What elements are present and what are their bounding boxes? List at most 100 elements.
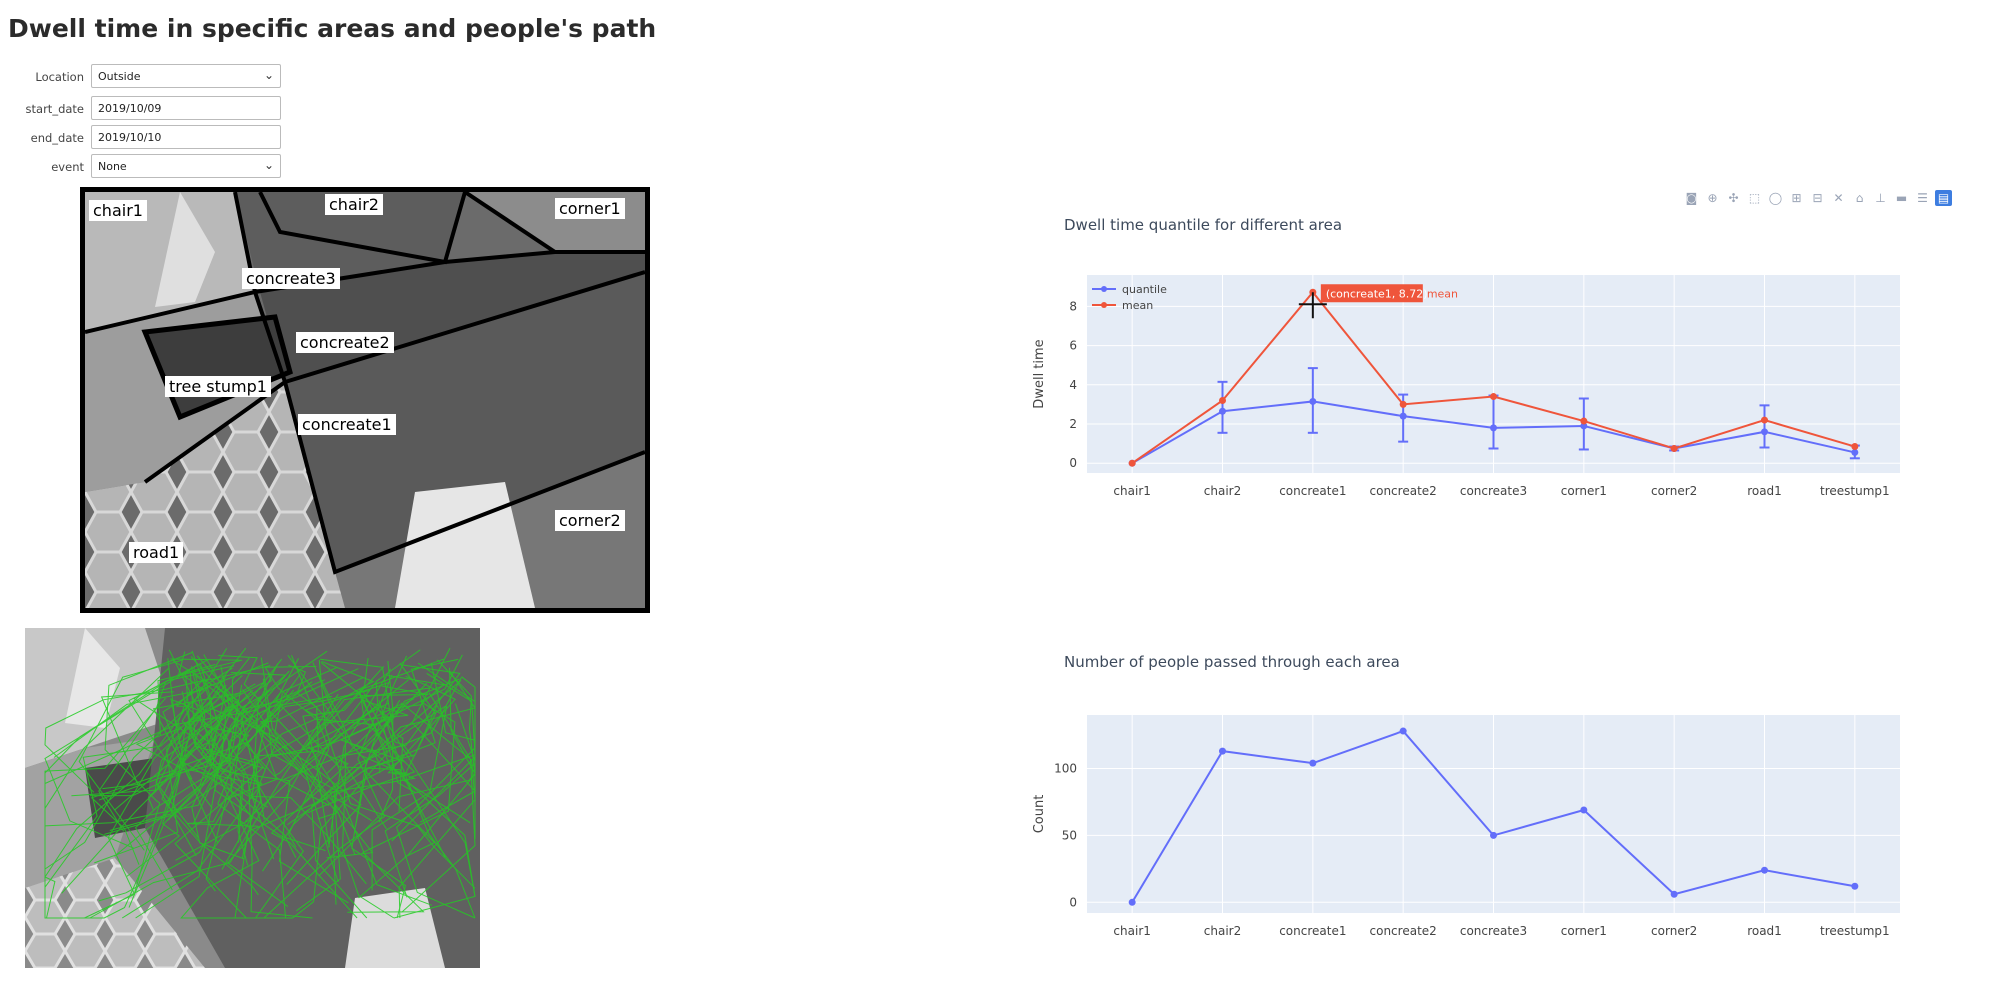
people-path-line	[187, 655, 259, 827]
hover-tooltip-box	[1320, 284, 1423, 303]
plotly-logo-icon[interactable]: ▤	[1935, 190, 1952, 206]
legend-label-quantile: quantile	[1122, 283, 1167, 296]
x-tick-label: chair1	[1113, 924, 1150, 938]
x-tick-label: concreate3	[1460, 484, 1527, 498]
people-path-line	[100, 691, 174, 790]
people-path-line	[320, 658, 413, 758]
people-path-line	[262, 677, 462, 872]
people-path-line	[242, 689, 338, 820]
x-tick-label: corner1	[1561, 924, 1607, 938]
people-path-line	[270, 702, 390, 919]
people-path-line	[233, 690, 388, 919]
dwell-time-chart[interactable]: 0 2 4 6 8 chair1 chair2 concreate1 concreate2 con…	[1030, 260, 1930, 500]
zoom-icon[interactable]: ⊕	[1707, 191, 1718, 205]
people-path-line	[244, 679, 409, 823]
people-path-line	[258, 703, 330, 806]
people-path-line	[98, 682, 166, 832]
people-path-line	[44, 702, 191, 919]
x-tick-label: chair1	[1113, 484, 1150, 498]
y-tick-label: 0	[1069, 895, 1077, 909]
end-date-label: end_date	[30, 131, 84, 145]
end-date-value: 2019/10/10	[98, 131, 162, 144]
zone-label-corner2: corner2	[555, 510, 625, 531]
location-select[interactable]: Outside ⌄	[91, 64, 281, 88]
people-path-line	[317, 672, 476, 897]
page-title: Dwell time in specific areas and people'…	[8, 14, 657, 43]
people-path-line	[318, 660, 476, 889]
people-path-line	[241, 668, 359, 774]
people-path-line	[221, 671, 287, 870]
y-axis-title: Count	[1032, 795, 1047, 834]
data-point-quantile	[1761, 428, 1768, 436]
closest-hover-icon[interactable]: ☰	[1917, 191, 1928, 205]
chart1-title: Dwell time quantile for different area	[1064, 216, 1343, 234]
camera-icon[interactable]: ◙	[1685, 191, 1698, 205]
data-point-count	[1490, 831, 1497, 839]
y-tick-label: 8	[1069, 299, 1077, 313]
pan-icon[interactable]: ✣	[1728, 191, 1739, 205]
people-path-line	[196, 680, 266, 866]
chevron-down-icon: ⌄	[263, 158, 274, 172]
people-path-lines	[44, 647, 476, 919]
people-path-line	[135, 700, 216, 919]
zoom-in-icon[interactable]: ⊞	[1791, 191, 1802, 205]
x-tick-label: chair2	[1204, 924, 1241, 938]
compare-hover-icon[interactable]: ▬	[1895, 191, 1908, 205]
data-point-mean	[1580, 417, 1588, 425]
box-select-icon[interactable]: ⬚	[1748, 191, 1761, 205]
people-path-line	[252, 696, 304, 919]
autoscale-icon[interactable]: ✕	[1833, 191, 1844, 205]
x-tick-label: treestump1	[1820, 484, 1890, 498]
spike-lines-icon[interactable]: ⊥	[1875, 191, 1886, 205]
start-date-value: 2019/10/09	[98, 102, 162, 115]
end-date-input[interactable]: 2019/10/10	[91, 125, 281, 149]
people-path-line	[363, 655, 436, 858]
people-path-line	[134, 684, 243, 891]
legend-marker-quantile	[1101, 286, 1107, 292]
data-point-count	[1670, 890, 1678, 898]
legend-marker-mean	[1101, 302, 1107, 308]
hover-tooltip-series: mean	[1427, 287, 1458, 300]
data-point-quantile	[1580, 422, 1588, 430]
y-tick-label: 2	[1069, 417, 1077, 431]
people-path-line	[318, 667, 476, 877]
zone-label-concreate2: concreate2	[296, 332, 394, 353]
people-path-line	[44, 702, 210, 888]
zone-label-road1: road1	[129, 542, 184, 563]
people-path-line	[181, 691, 265, 820]
people-path-line	[408, 673, 476, 779]
people-path-map	[25, 628, 480, 968]
event-select[interactable]: None ⌄	[91, 154, 281, 178]
error-bar	[1217, 380, 1228, 434]
people-path-line	[311, 705, 446, 919]
y-tick-label: 100	[1054, 762, 1077, 776]
data-point-quantile	[1490, 424, 1497, 432]
x-tick-label: corner2	[1651, 484, 1697, 498]
y-tick-label: 4	[1069, 378, 1077, 392]
zoom-out-icon[interactable]: ⊟	[1812, 191, 1823, 205]
chevron-down-icon: ⌄	[263, 68, 274, 82]
people-path-line	[338, 664, 461, 830]
people-path-line	[44, 666, 338, 827]
people-path-line	[179, 689, 297, 858]
lasso-icon[interactable]: ◯	[1768, 191, 1783, 205]
data-point-count	[1399, 727, 1407, 735]
x-tick-label: concreate2	[1370, 484, 1437, 498]
start-date-input[interactable]: 2019/10/09	[91, 96, 281, 120]
people-path-line	[287, 658, 459, 826]
data-point-mean	[1128, 459, 1136, 467]
reset-axes-icon[interactable]: ⌂	[1855, 191, 1864, 205]
legend-label-mean: mean	[1122, 299, 1153, 312]
people-path-line	[94, 674, 243, 864]
zone-label-chair1: chair1	[89, 200, 147, 221]
people-path-line	[371, 706, 448, 891]
people-path-line	[288, 681, 391, 848]
error-bar	[1759, 404, 1770, 449]
people-path-line	[128, 649, 250, 908]
people-path-line	[226, 703, 402, 907]
x-tick-label: concreate1	[1279, 484, 1346, 498]
people-path-line	[182, 674, 301, 844]
y-tick-label: 0	[1069, 456, 1077, 470]
people-count-chart[interactable]: 0 50 100 chair1 chair2 concreate1 concreate2 co…	[1020, 700, 1930, 940]
people-path-line	[378, 700, 476, 919]
